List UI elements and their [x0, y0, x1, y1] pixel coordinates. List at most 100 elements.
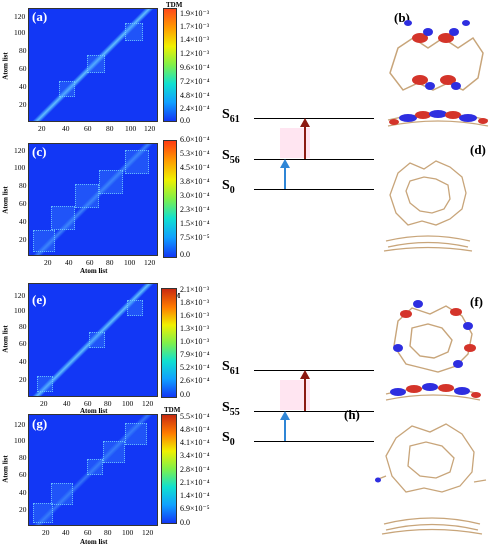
x-tick: 40	[63, 399, 71, 408]
heatmap-e-block	[89, 332, 105, 348]
state-symbol: S	[222, 107, 230, 122]
colorbar-label: 4.5×10⁻⁴	[180, 163, 210, 172]
state-index: 0	[229, 436, 235, 448]
y-tick: 120	[14, 291, 26, 300]
x-tick: 80	[104, 399, 112, 408]
y-tick: 40	[19, 217, 27, 226]
heatmap-c-block	[75, 184, 99, 208]
colorbar-label: 4.8×10⁻⁴	[180, 425, 210, 434]
x-tick: 60	[84, 528, 92, 537]
colorbar-label: 3.8×10⁻⁴	[180, 177, 210, 186]
y-axis-title-g: Atom list	[1, 455, 10, 483]
x-tick: 120	[142, 528, 154, 537]
state-index: 61	[229, 365, 240, 377]
colorbar-label: 2.3×10⁻⁴	[180, 205, 210, 214]
molecule-structure-h	[375, 423, 487, 535]
colorbar-label: 3.4×10⁻⁴	[180, 451, 210, 460]
colorbar-label: 1.3×10⁻³	[180, 324, 210, 333]
x-tick: 40	[62, 124, 70, 133]
x-axis-title-c: Atom list	[80, 267, 108, 275]
colorbar-label: 1.4×10⁻⁴	[180, 491, 210, 500]
x-tick: 100	[122, 528, 134, 537]
state-symbol: S	[222, 359, 230, 374]
heatmap-e	[28, 283, 158, 397]
heatmap-g-block	[33, 503, 53, 523]
y-tick: 60	[19, 199, 27, 208]
energy-level-s61-top	[254, 118, 374, 119]
colorbar-label: 9.6×10⁻⁴	[180, 63, 210, 72]
x-tick: 100	[124, 258, 136, 267]
x-tick: 80	[104, 528, 112, 537]
colorbar-label: 0.0	[180, 518, 190, 527]
x-tick: 20	[38, 124, 46, 133]
heatmap-a	[28, 8, 158, 122]
colorbar-label: 3.0×10⁻⁴	[180, 191, 210, 200]
arrow-blue-head-bottom	[280, 411, 290, 420]
arrow-red-shaft-bottom	[304, 378, 306, 411]
panel-label-a: (a)	[32, 9, 48, 24]
energy-level-s61-bottom	[254, 370, 374, 371]
y-tick: 20	[19, 235, 27, 244]
molecule-orbital-f	[385, 300, 481, 401]
heatmap-e-diagonal	[29, 284, 157, 396]
heatmap-c-block	[51, 206, 75, 230]
panel-label-e: (e)	[32, 292, 47, 307]
colorbar-label: 7.5×10⁻⁵	[180, 233, 210, 242]
heatmap-c-diagonal	[29, 144, 157, 255]
heatmap-c-block	[125, 150, 149, 174]
arrow-blue-shaft-bottom	[284, 419, 286, 441]
y-tick: 60	[19, 64, 27, 73]
y-tick: 60	[19, 470, 27, 479]
colorbar-label: 6.9×10⁻⁵	[180, 504, 210, 513]
y-tick: 20	[19, 100, 27, 109]
x-tick: 120	[144, 258, 156, 267]
heatmap-e-block	[127, 300, 143, 316]
colorbar-e	[161, 288, 177, 398]
state-label-s55: S55	[222, 400, 240, 418]
state-label-s0-bottom: S0	[222, 430, 235, 448]
colorbar-label: 0.0	[180, 116, 190, 125]
state-symbol: S	[222, 430, 230, 445]
energy-level-s0-top	[254, 189, 374, 190]
colorbar-label: 1.7×10⁻³	[180, 22, 210, 31]
colorbar-label: 6.0×10⁻⁴	[180, 135, 210, 144]
heatmap-g-diagonal	[29, 415, 157, 525]
colorbar-label: 5.5×10⁻⁴	[180, 412, 210, 421]
panel-label-h: (h)	[344, 407, 360, 422]
y-tick: 20	[19, 505, 27, 514]
state-label-s0-top: S0	[222, 178, 235, 196]
x-tick: 40	[65, 258, 73, 267]
y-tick: 60	[19, 339, 27, 348]
x-tick: 40	[62, 528, 70, 537]
colorbar-label: 1.4×10⁻³	[180, 35, 210, 44]
x-tick: 120	[142, 399, 154, 408]
x-tick: 100	[125, 124, 137, 133]
y-tick: 80	[19, 46, 27, 55]
state-index: 55	[229, 406, 240, 418]
heatmap-a-block	[87, 55, 105, 73]
state-label-s61-bottom: S61	[222, 359, 240, 377]
y-tick: 40	[19, 488, 27, 497]
arrow-red-shaft-top	[304, 126, 306, 159]
colorbar-label: 0.0	[180, 250, 190, 259]
y-tick: 40	[19, 357, 27, 366]
y-tick: 80	[19, 322, 27, 331]
molecule-structure-d	[383, 160, 473, 252]
x-tick: 100	[122, 399, 134, 408]
energy-level-s56	[254, 159, 374, 160]
x-tick: 80	[106, 124, 114, 133]
heatmap-g-block	[51, 483, 73, 505]
x-tick: 20	[40, 399, 48, 408]
y-axis-title-e: Atom list	[1, 325, 10, 353]
y-tick: 100	[14, 28, 26, 37]
y-axis-title-c: Atom list	[1, 186, 10, 214]
x-tick: 20	[44, 258, 52, 267]
state-symbol: S	[222, 178, 230, 193]
panel-label-c: (c)	[32, 144, 47, 159]
state-symbol: S	[222, 400, 230, 415]
x-tick: 60	[84, 399, 92, 408]
arrow-blue-shaft-top	[284, 167, 286, 189]
arrow-red-head-bottom	[300, 370, 310, 379]
colorbar-label: 7.2×10⁻⁴	[180, 77, 210, 86]
heatmap-a-block	[125, 23, 143, 41]
